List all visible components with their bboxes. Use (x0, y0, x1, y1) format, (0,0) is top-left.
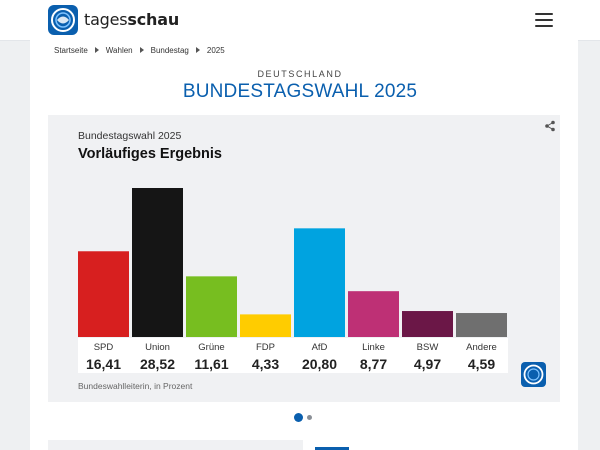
breadcrumb-separator-icon (195, 47, 200, 53)
breadcrumb-item-2025[interactable]: 2025 (206, 45, 225, 55)
carousel-pagination (294, 412, 312, 422)
breadcrumb-item-startseite[interactable]: Startseite (54, 45, 88, 55)
tagesschau-logo-text[interactable]: tagesschau (84, 10, 180, 29)
page-kicker: DEUTSCHLAND (257, 69, 343, 79)
share-icon[interactable] (544, 119, 556, 132)
chart-title: Vorläufiges Ergebnis (78, 146, 222, 162)
breadcrumb-item-bundestag[interactable]: Bundestag (150, 45, 189, 55)
next-card-tab (315, 447, 349, 450)
next-content-card[interactable] (48, 440, 303, 450)
next-content-card-2[interactable] (313, 440, 560, 450)
carousel-dot-2[interactable] (307, 414, 312, 420)
breadcrumb-separator-icon (94, 47, 99, 53)
breadcrumb-separator-icon (139, 47, 144, 53)
tagesschau-logo-icon[interactable] (48, 5, 78, 35)
carousel-dot-1[interactable] (294, 412, 303, 422)
tagesschau-card-logo-icon (521, 362, 546, 387)
chart-subtitle: Bundestagswahl 2025 (78, 130, 182, 142)
page-title: BUNDESTAGSWAHL 2025 (182, 81, 418, 102)
chart-source: Bundeswahlleiterin, in Prozent (78, 381, 193, 391)
chart-value-row (78, 338, 508, 373)
breadcrumb-item-wahlen[interactable]: Wahlen (105, 45, 133, 55)
hamburger-menu-icon[interactable] (535, 12, 555, 28)
breadcrumb: Startseite Wahlen Bundestag 2025 (54, 44, 225, 56)
